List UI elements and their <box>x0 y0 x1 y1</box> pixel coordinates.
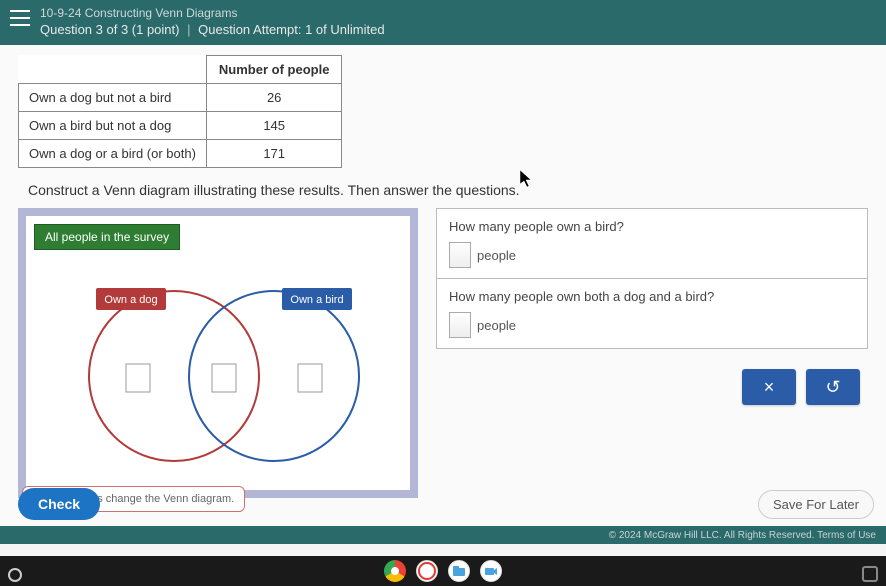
answer-unit: people <box>477 318 516 333</box>
corner-circle-icon[interactable] <box>8 568 22 582</box>
row-label: Own a dog but not a bird <box>19 84 207 112</box>
save-for-later-button[interactable]: Save For Later <box>758 490 874 519</box>
answer-input-2[interactable] <box>449 312 471 338</box>
venn-input-left[interactable] <box>126 364 150 392</box>
answer-unit: people <box>477 248 516 263</box>
row-value: 26 <box>206 84 342 112</box>
chrome-icon[interactable] <box>384 560 406 582</box>
row-value: 171 <box>206 140 342 168</box>
files-icon[interactable] <box>448 560 470 582</box>
check-button[interactable]: Check <box>18 488 100 520</box>
row-label: Own a bird but not a dog <box>19 112 207 140</box>
table-row: Own a dog but not a bird 26 <box>19 84 342 112</box>
table-header: Number of people <box>206 56 342 84</box>
tag-bird-label: Own a bird <box>290 294 343 306</box>
corner-square-icon[interactable] <box>862 566 878 582</box>
row-label: Own a dog or a bird (or both) <box>19 140 207 168</box>
question-number: Question 3 of 3 (1 point) <box>40 22 179 37</box>
os-taskbar <box>0 556 886 586</box>
table-row: Own a dog or a bird (or both) 171 <box>19 140 342 168</box>
clear-button[interactable]: × <box>742 369 796 405</box>
question-box-1: How many people own a bird? people <box>436 208 868 279</box>
question-2-text: How many people own both a dog and a bir… <box>449 289 855 304</box>
venn-panel: All people in the survey Own a dog Own a… <box>18 208 418 498</box>
table-row: Own a bird but not a dog 145 <box>19 112 342 140</box>
separator: | <box>187 22 190 37</box>
venn-input-right[interactable] <box>298 364 322 392</box>
survey-universe-label: All people in the survey <box>34 224 180 250</box>
data-table: Number of people Own a dog but not a bir… <box>18 55 342 168</box>
instruction-text: Construct a Venn diagram illustrating th… <box>28 182 868 198</box>
tag-dog-label: Own a dog <box>104 294 157 306</box>
menu-icon[interactable] <box>10 10 30 26</box>
assignment-title: 10-9-24 Constructing Venn Diagrams <box>40 6 876 20</box>
venn-diagram[interactable]: Own a dog Own a bird <box>34 256 404 476</box>
camera-icon[interactable] <box>480 560 502 582</box>
answer-input-1[interactable] <box>449 242 471 268</box>
assignment-header: 10-9-24 Constructing Venn Diagrams Quest… <box>0 0 886 45</box>
copyright-footer: © 2024 McGraw Hill LLC. All Rights Reser… <box>0 526 886 544</box>
row-value: 145 <box>206 112 342 140</box>
question-box-2: How many people own both a dog and a bir… <box>436 279 868 349</box>
venn-input-center[interactable] <box>212 364 236 392</box>
attempt-label: Question Attempt: 1 of Unlimited <box>198 22 384 37</box>
app-icon[interactable] <box>416 560 438 582</box>
reset-button[interactable]: ↺ <box>806 369 860 405</box>
question-1-text: How many people own a bird? <box>449 219 855 234</box>
